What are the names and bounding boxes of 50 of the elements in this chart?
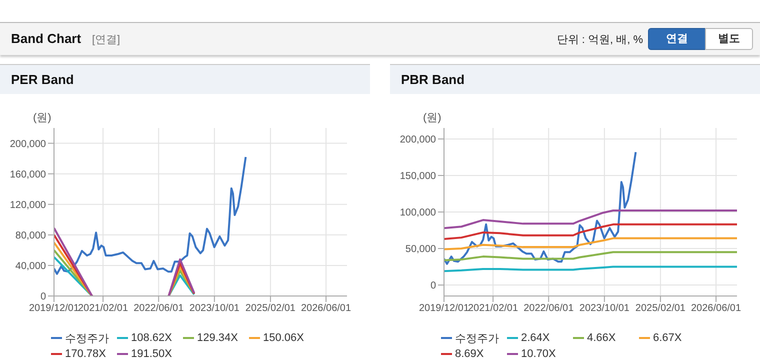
x-tick-label: 2025/02/01	[635, 303, 686, 314]
legend-label: 4.66X	[586, 331, 617, 346]
x-tick-label: 2022/06/01	[524, 303, 574, 314]
x-tick-label: 2025/02/01	[245, 303, 296, 314]
legend-label: 수정주가	[64, 332, 110, 346]
legend-label: 8.69X	[454, 347, 485, 362]
text: [연결]	[92, 33, 120, 47]
y-tick-label: 0	[430, 280, 436, 292]
chart-title: PBR Band	[401, 72, 465, 87]
text: 단위 : 억원, 배, %	[556, 33, 643, 47]
legend-label: 150.06X	[262, 331, 305, 346]
x-tick-label: 2021/02/01	[78, 303, 128, 314]
x-tick-label: 2019/12/01	[418, 303, 470, 314]
x-tick-label: 2026/06/01	[301, 303, 352, 314]
line-series	[444, 251, 737, 262]
text: Band Chart	[11, 31, 82, 46]
y-tick-label: 120,000	[10, 200, 46, 211]
text: 연결	[648, 28, 706, 50]
y-tick-label: 160,000	[10, 169, 46, 180]
y-tick-label: 80,000	[15, 230, 46, 242]
chart-title: PER Band	[11, 72, 74, 87]
line-series	[54, 156, 247, 275]
legend-label: 191.50X	[130, 347, 173, 362]
line-series	[444, 237, 737, 250]
legend-label: 170.78X	[64, 347, 107, 362]
x-tick-label: 2023/10/01	[189, 303, 240, 314]
text: 별도	[705, 28, 753, 50]
x-tick-label: 2023/10/01	[579, 303, 630, 314]
y-tick-label: 200,000	[10, 138, 46, 150]
y-tick-label: 200,000	[400, 134, 436, 146]
legend-label: 10.70X	[520, 347, 557, 362]
y-tick-label: 0	[40, 292, 46, 303]
legend-label: 6.67X	[652, 331, 683, 346]
legend-label: 수정주가	[454, 332, 500, 346]
x-tick-label: 2019/12/01	[28, 303, 80, 314]
y-tick-label: 40,000	[15, 261, 46, 272]
y-tick-label: 50,000	[405, 244, 436, 256]
legend-label: 129.34X	[196, 331, 239, 346]
y-axis-title: (원)	[423, 111, 442, 125]
line-series	[444, 151, 637, 265]
legend-label: 108.62X	[130, 331, 173, 346]
y-tick-label: 100,000	[400, 208, 436, 219]
line-series	[444, 223, 737, 240]
x-tick-label: 2021/02/01	[468, 303, 518, 314]
y-axis-title: (원)	[33, 111, 52, 125]
line-series	[444, 210, 737, 230]
x-tick-label: 2026/06/01	[691, 303, 742, 314]
legend-label: 2.64X	[520, 331, 551, 346]
y-tick-label: 150,000	[400, 171, 436, 182]
x-tick-label: 2022/06/01	[134, 303, 184, 314]
